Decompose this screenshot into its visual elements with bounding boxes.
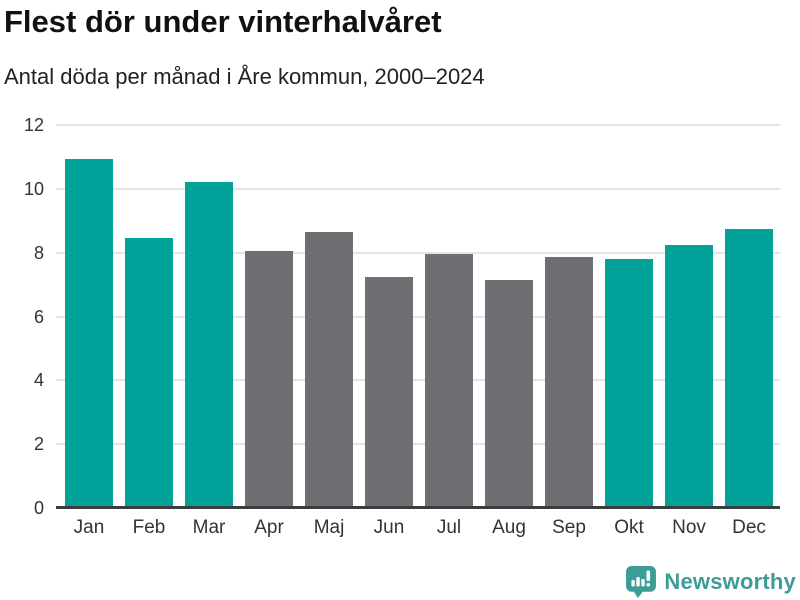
bar-apr	[245, 251, 293, 508]
x-tick-label-nov: Nov	[672, 517, 706, 538]
y-tick-label-10: 10	[23, 178, 44, 199]
bar-jun	[365, 276, 413, 508]
newsworthy-logo-icon	[626, 566, 657, 598]
x-tick-label-jan: Jan	[73, 517, 105, 538]
newsworthy-logo: Newsworthy	[626, 566, 796, 598]
chart-subtitle: Antal döda per månad i Åre kommun, 2000–…	[4, 64, 485, 89]
gridline-y-2	[56, 443, 780, 446]
y-tick-label-8: 8	[33, 242, 44, 263]
x-axis-line	[56, 506, 780, 509]
y-tick-label-0: 0	[33, 498, 44, 518]
x-tick-label-okt: Okt	[614, 517, 644, 538]
x-tick-label-mar: Mar	[192, 517, 226, 538]
y-tick-label-6: 6	[33, 306, 44, 327]
x-tick-label-jun: Jun	[373, 517, 405, 538]
gridline-y-4	[56, 379, 780, 382]
x-tick-label-apr: Apr	[254, 517, 284, 538]
x-tick-label-maj: Maj	[313, 517, 345, 538]
bar-sep	[545, 257, 593, 508]
y-tick-label-4: 4	[33, 370, 44, 391]
bar-mar	[185, 182, 233, 508]
x-tick-label-sep: Sep	[552, 517, 586, 538]
gridline-y-10	[56, 187, 780, 190]
gridline-y-6	[56, 315, 780, 318]
y-axis: 0 2 4 6 8 10 12	[0, 115, 44, 518]
gridline-y-8	[56, 251, 780, 254]
x-axis: Jan Feb Mar Apr Maj Jun Jul Aug Sep Okt Nov Dec	[56, 515, 780, 549]
bar-nov	[665, 244, 713, 508]
bar-jan	[65, 158, 113, 508]
plot-area	[56, 124, 780, 509]
x-tick-label-feb: Feb	[132, 517, 166, 538]
footer: Newsworthy	[626, 566, 796, 598]
bar-jul	[425, 254, 473, 508]
bar-aug	[485, 279, 533, 508]
y-tick-label-2: 2	[33, 434, 44, 455]
bar-feb	[125, 238, 173, 508]
bar-okt	[605, 259, 653, 508]
y-tick-label-12: 12	[23, 115, 44, 135]
x-tick-label-jul: Jul	[436, 517, 462, 538]
gridline-y-12	[56, 124, 780, 126]
bar-dec	[725, 228, 773, 508]
x-tick-label-aug: Aug	[492, 517, 526, 538]
newsworthy-brand-name: Newsworthy	[664, 569, 796, 594]
x-tick-label-dec: Dec	[732, 517, 766, 538]
chart-title: Flest dör under vinterhalvåret	[4, 4, 442, 39]
bar-maj	[305, 231, 353, 508]
